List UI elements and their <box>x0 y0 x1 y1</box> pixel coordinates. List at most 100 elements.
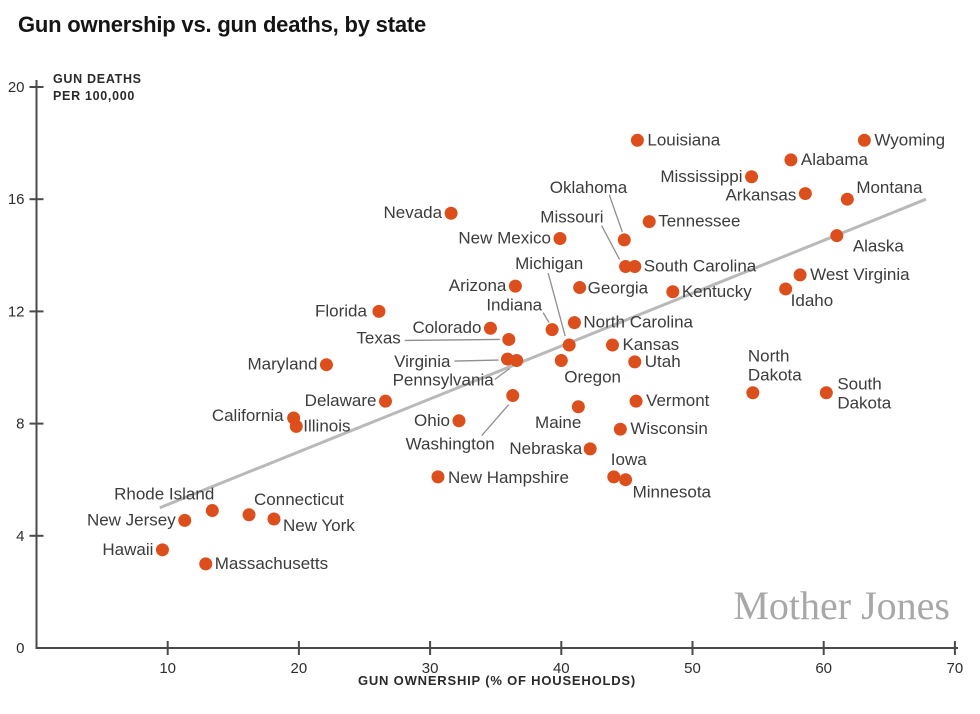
label-north-dakota-line2: Dakota <box>748 366 802 385</box>
point-iowa <box>607 470 621 484</box>
y-tick-label-8: 8 <box>16 416 24 433</box>
label-new-hampshire: New Hampshire <box>448 468 569 487</box>
leader-michigan <box>547 272 566 337</box>
label-connecticut: Connecticut <box>254 490 344 509</box>
label-arizona: Arizona <box>449 276 507 295</box>
label-florida: Florida <box>315 301 368 320</box>
x-tick-label-30: 30 <box>422 660 439 677</box>
point-south-dakota <box>819 386 833 400</box>
point-tennessee <box>642 215 656 229</box>
label-kansas: Kansas <box>622 335 679 354</box>
label-iowa: Iowa <box>611 450 647 469</box>
y-tick-label-20: 20 <box>8 79 25 96</box>
point-west-virginia <box>793 268 807 282</box>
y-axis-unit-label: GUN DEATHS PER 100,000 <box>53 71 142 105</box>
point-new-hampshire <box>431 470 445 484</box>
point-texas <box>502 332 516 346</box>
point-mississippi <box>745 170 759 184</box>
point-montana <box>840 192 854 206</box>
x-tick-label-50: 50 <box>684 660 701 677</box>
label-arkansas: Arkansas <box>725 186 796 205</box>
point-alabama <box>784 153 798 167</box>
label-rhode-island: Rhode Island <box>114 485 214 504</box>
label-washington: Washington <box>406 435 495 454</box>
label-massachusetts: Massachusetts <box>215 554 328 573</box>
point-utah <box>628 355 642 369</box>
leader-indiana <box>542 312 550 323</box>
point-new-mexico <box>553 231 567 245</box>
point-maine <box>571 400 585 414</box>
point-illinois <box>289 419 303 433</box>
label-louisiana: Louisiana <box>647 130 720 149</box>
leader-virginia <box>454 359 499 362</box>
label-indiana: Indiana <box>486 296 542 315</box>
label-nevada: Nevada <box>383 203 442 222</box>
label-nebraska: Nebraska <box>509 439 582 458</box>
label-illinois: Illinois <box>303 416 350 435</box>
label-north-carolina: North Carolina <box>583 313 693 332</box>
point-connecticut <box>242 508 256 522</box>
point-oregon <box>554 353 568 367</box>
chart-title: Gun ownership vs. gun deaths, by state <box>18 12 427 37</box>
label-california: California <box>212 406 284 425</box>
point-delaware <box>378 394 392 408</box>
leader-washington <box>481 404 510 436</box>
label-south-dakota-line1: South <box>837 375 881 394</box>
point-vermont <box>629 394 643 408</box>
point-louisiana <box>630 133 644 147</box>
y-axis-unit-line2: PER 100,000 <box>53 89 136 103</box>
point-oklahoma <box>617 233 631 247</box>
label-new-york: New York <box>283 516 355 535</box>
label-alabama: Alabama <box>801 150 869 169</box>
point-michigan <box>562 338 576 352</box>
label-new-mexico: New Mexico <box>458 228 551 247</box>
point-south-carolina <box>628 260 642 274</box>
label-oregon: Oregon <box>564 367 621 386</box>
y-tick-label-4: 4 <box>16 528 24 545</box>
label-maryland: Maryland <box>248 355 318 374</box>
label-north-dakota-line1: North <box>748 347 790 366</box>
point-kansas <box>605 338 619 352</box>
label-alaska: Alaska <box>853 237 905 256</box>
leader-texas <box>404 338 500 342</box>
point-maryland <box>319 358 333 372</box>
x-tick-label-20: 20 <box>291 660 308 677</box>
leader-missouri <box>601 225 621 260</box>
point-north-carolina <box>567 316 581 330</box>
label-south-dakota-line2: Dakota <box>837 394 891 413</box>
label-idaho: Idaho <box>791 291 834 310</box>
point-colorado <box>483 321 497 335</box>
y-tick-label-0: 0 <box>16 640 24 657</box>
point-nebraska <box>583 442 597 456</box>
label-ohio: Ohio <box>414 411 450 430</box>
point-florida <box>372 304 386 318</box>
publisher-watermark: Mother Jones <box>733 583 950 628</box>
label-colorado: Colorado <box>412 318 481 337</box>
point-pennsylvania <box>510 353 524 367</box>
label-texas: Texas <box>356 328 400 347</box>
x-axis-title: GUN OWNERSHIP (% OF HOUSEHOLDS) <box>357 673 637 688</box>
point-massachusetts <box>199 557 213 571</box>
label-tennessee: Tennessee <box>658 212 740 231</box>
point-new-york <box>267 512 281 526</box>
label-new-jersey: New Jersey <box>87 510 176 529</box>
point-alaska <box>830 229 844 243</box>
y-tick-label-12: 12 <box>8 303 25 320</box>
label-south-carolina: South Carolina <box>644 257 757 276</box>
x-tick-label-70: 70 <box>947 660 964 677</box>
point-indiana <box>545 323 559 337</box>
point-nevada <box>444 206 458 220</box>
label-oklahoma: Oklahoma <box>550 178 628 197</box>
y-tick-label-16: 16 <box>8 191 25 208</box>
point-idaho <box>779 282 793 296</box>
label-utah: Utah <box>645 352 681 371</box>
label-wisconsin: Wisconsin <box>630 419 707 438</box>
x-tick-label-60: 60 <box>815 660 832 677</box>
label-vermont: Vermont <box>646 391 710 410</box>
y-axis-unit-line1: GUN DEATHS <box>53 72 142 86</box>
trend-line <box>159 197 927 510</box>
point-wisconsin <box>613 422 627 436</box>
point-arkansas <box>798 187 812 201</box>
